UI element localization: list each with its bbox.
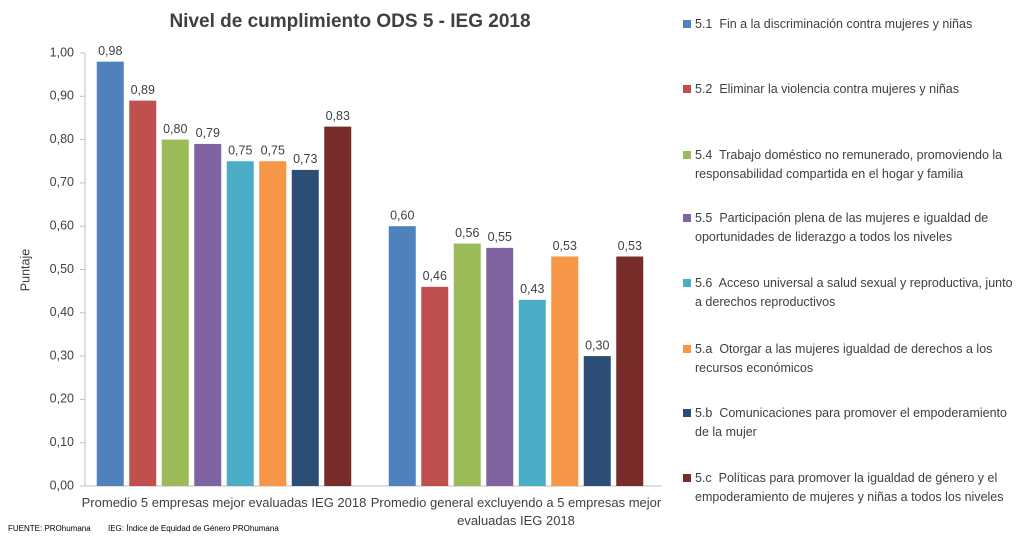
data-label: 0,60	[390, 208, 414, 222]
data-label: 0,53	[553, 239, 577, 253]
legend-swatch	[683, 151, 691, 159]
data-label: 0,56	[455, 226, 479, 240]
bar	[486, 247, 514, 486]
data-label: 0,83	[326, 109, 350, 123]
legend-swatch	[683, 214, 691, 222]
bar	[388, 226, 416, 486]
legend-item: 5.6 Acceso universal a salud sexual y re…	[683, 274, 1018, 311]
legend-swatch	[683, 279, 691, 287]
legend-item: 5.a Otorgar a las mujeres igualdad de de…	[683, 340, 1018, 377]
legend-item: 5.5 Participación plena de las mujeres e…	[683, 209, 1018, 246]
data-label: 0,79	[196, 126, 220, 140]
x-tick-label: Promedio 5 empresas mejor evaluadas IEG …	[81, 495, 367, 510]
y-tick-label: 0,30	[50, 348, 74, 362]
x-tick-label: Promedio general excluyendo a 5 empresas…	[370, 495, 662, 528]
y-tick-label: 0,10	[50, 435, 74, 449]
legend-swatch	[683, 409, 691, 417]
bar	[259, 161, 287, 486]
legend-item: 5.1 Fin a la discriminación contra mujer…	[683, 15, 1018, 34]
legend-label: 5.a Otorgar a las mujeres igualdad de de…	[695, 342, 996, 375]
data-label: 0,75	[228, 144, 252, 158]
legend-swatch	[683, 474, 691, 482]
legend-label: 5.5 Participación plena de las mujeres e…	[695, 211, 992, 244]
bar	[616, 256, 644, 486]
legend-label: 5.b Comunicaciones para promover el empo…	[695, 406, 1011, 439]
bar	[194, 143, 222, 486]
bar	[226, 161, 254, 486]
legend-swatch	[683, 345, 691, 353]
legend-swatch	[683, 20, 691, 28]
bar	[161, 139, 189, 486]
legend-item: 5.2 Eliminar la violencia contra mujeres…	[683, 80, 1018, 99]
y-tick-label: 1,00	[50, 45, 74, 59]
legend-label: 5.c Políticas para promover la igualdad …	[695, 471, 1004, 504]
data-label: 0,55	[488, 230, 512, 244]
bar	[583, 356, 611, 486]
legend-item: 5.c Políticas para promover la igualdad …	[683, 469, 1018, 506]
bar	[453, 243, 481, 486]
y-tick-label: 0,40	[50, 305, 74, 319]
bar	[96, 61, 124, 486]
chart-title: Nivel de cumplimiento ODS 5 - IEG 2018	[169, 11, 530, 32]
data-label: 0,73	[293, 152, 317, 166]
data-label: 0,98	[98, 44, 122, 58]
legend-label: 5.4 Trabajo doméstico no remunerado, pro…	[695, 148, 1006, 181]
bar	[324, 126, 352, 487]
y-tick-label: 0,50	[50, 262, 74, 276]
bar	[291, 169, 319, 486]
data-label: 0,46	[423, 269, 447, 283]
legend-label: 5.1 Fin a la discriminación contra mujer…	[695, 17, 973, 31]
legend-item: 5.b Comunicaciones para promover el empo…	[683, 404, 1018, 441]
data-label: 0,75	[261, 144, 285, 158]
data-label: 0,89	[131, 83, 155, 97]
data-label: 0,30	[585, 338, 609, 352]
data-label: 0,80	[163, 122, 187, 136]
y-tick-label: 0,20	[50, 392, 74, 406]
data-label: 0,43	[520, 282, 544, 296]
legend-label: 5.6 Acceso universal a salud sexual y re…	[695, 276, 1017, 309]
footnote: IEG: Índice de Equidad de Género PROhuma…	[108, 524, 279, 533]
legend-label: 5.2 Eliminar la violencia contra mujeres…	[695, 82, 960, 96]
data-label: 0,53	[618, 239, 642, 253]
y-tick-label: 0,90	[50, 89, 74, 103]
y-tick-label: 0,60	[50, 218, 74, 232]
legend-swatch	[683, 85, 691, 93]
y-tick-label: 0,70	[50, 175, 74, 189]
y-tick-label: 0,80	[50, 132, 74, 146]
legend-item: 5.4 Trabajo doméstico no remunerado, pro…	[683, 146, 1018, 183]
bar	[421, 286, 449, 486]
y-tick-label: 0,00	[50, 478, 74, 492]
bar	[129, 100, 157, 486]
bar	[551, 256, 579, 486]
footnote: FUENTE: PROhumana	[8, 524, 91, 533]
bar	[518, 299, 546, 486]
y-axis-label: Puntaje	[18, 249, 32, 291]
